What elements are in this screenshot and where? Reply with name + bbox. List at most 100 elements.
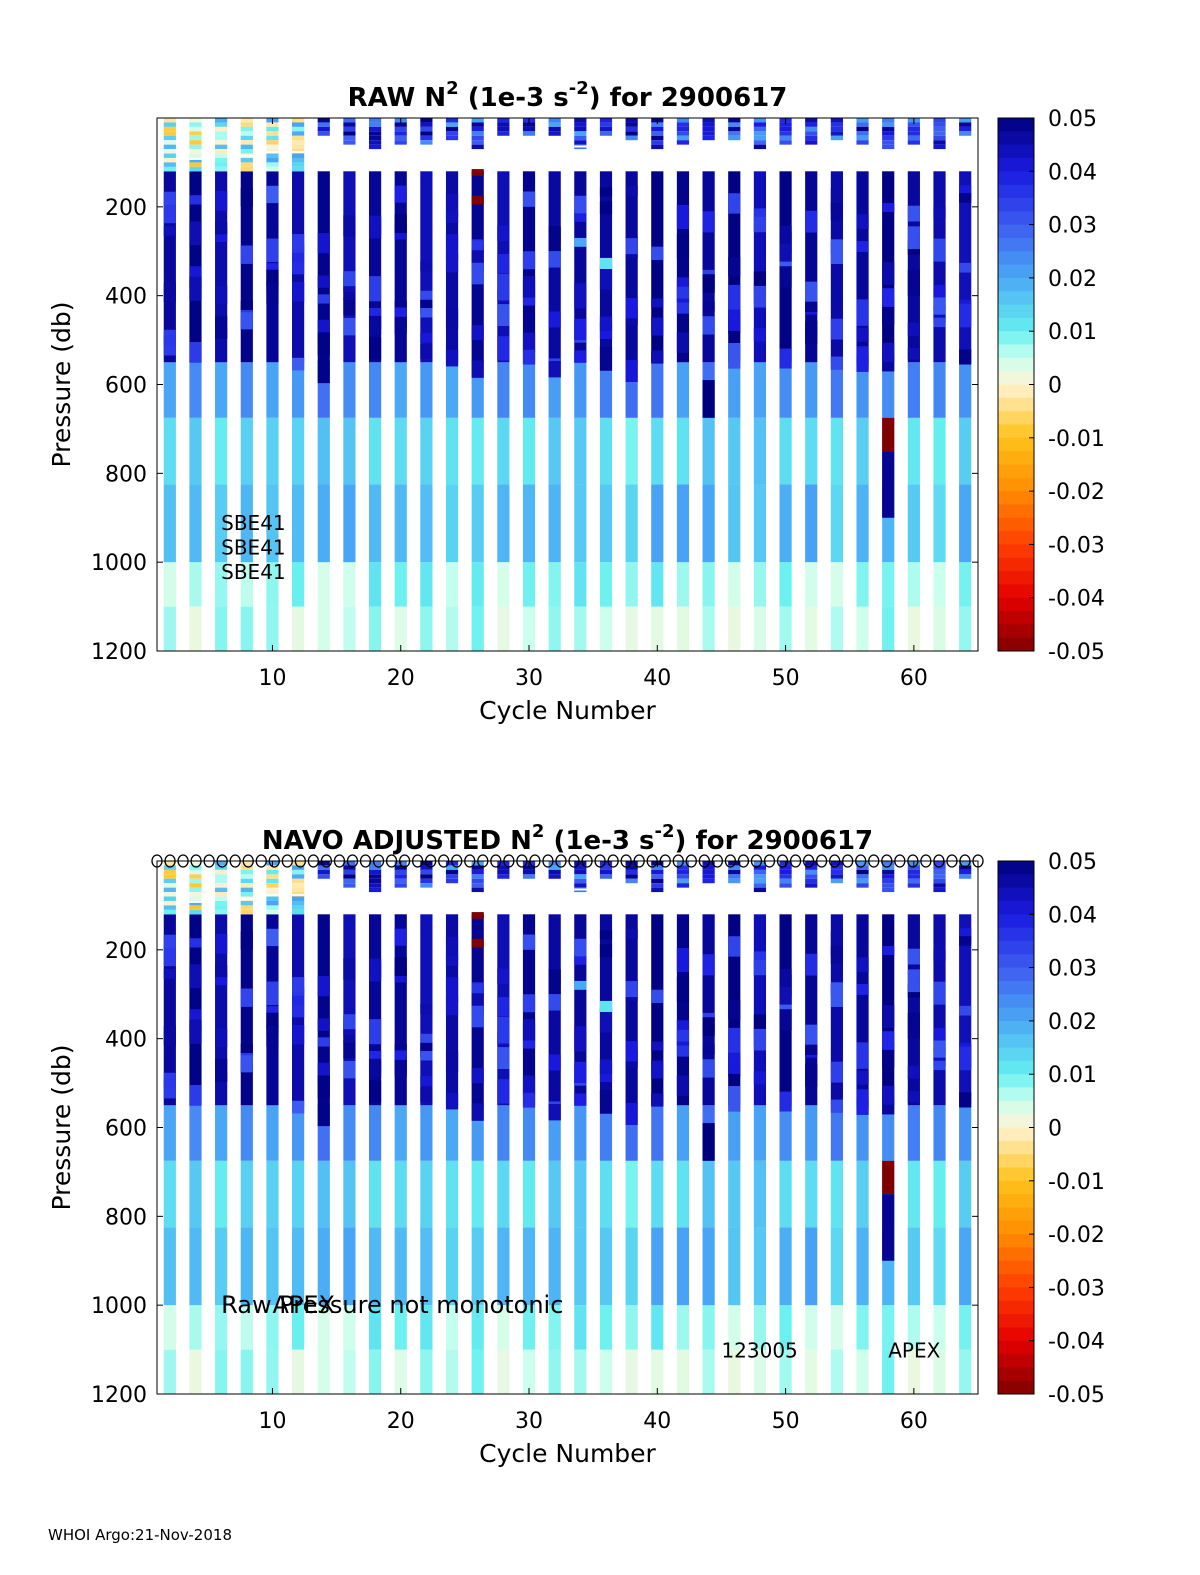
heatmap-cell (497, 968, 510, 985)
heatmap-cell (959, 349, 972, 365)
heatmap-cell (445, 131, 459, 136)
profile-column (394, 861, 407, 1394)
heatmap-cell (933, 1305, 946, 1350)
heatmap-cell (420, 874, 433, 879)
heatmap-cell (240, 905, 253, 910)
heatmap-cell (317, 131, 330, 136)
heatmap-cell (215, 896, 228, 901)
heatmap-cell (215, 131, 228, 136)
profile-marker (164, 854, 176, 868)
heatmap-cell (497, 874, 510, 879)
heatmap-cell (522, 191, 536, 207)
profile-column (753, 118, 767, 651)
heatmap-cell (497, 1227, 510, 1306)
heatmap-cell (651, 171, 664, 363)
heatmap-cell (753, 861, 767, 866)
heatmap-cell (266, 484, 279, 563)
heatmap-cell (420, 260, 433, 272)
heatmap-cell (420, 344, 433, 359)
x-axis-label: Cycle Number (479, 696, 656, 725)
profile-column (676, 118, 690, 651)
heatmap-cell (753, 1160, 767, 1228)
heatmap-cell (959, 1005, 972, 1016)
heatmap-cell (651, 878, 664, 884)
heatmap-cell (959, 118, 972, 123)
heatmap-gap (625, 156, 638, 159)
heatmap-cell (651, 140, 664, 145)
heatmap-cell (420, 865, 433, 870)
profile-column (702, 118, 715, 651)
profile-marker (320, 854, 333, 868)
heatmap-cell (651, 989, 664, 1004)
heatmap-cell (522, 994, 536, 1013)
annotation: SBE41 (221, 536, 286, 560)
heatmap-cell (882, 288, 895, 307)
heatmap-cell (548, 131, 561, 136)
colorbar-swatch (998, 464, 1034, 479)
heatmap-cell (522, 417, 536, 485)
heatmap-cell (805, 1349, 818, 1394)
heatmap-cell (574, 1349, 587, 1394)
colorbar-swatch (998, 1287, 1034, 1302)
profile-marker (372, 854, 385, 868)
colorbar-swatch (998, 1380, 1034, 1395)
heatmap-cell (702, 878, 715, 884)
heatmap-cell (497, 865, 510, 870)
heatmap-cell (420, 1087, 433, 1102)
heatmap-cell (215, 1305, 228, 1350)
heatmap-cell (805, 126, 818, 132)
heatmap-cell (394, 1227, 407, 1306)
heatmap-cell (394, 957, 407, 976)
heatmap-cell (445, 118, 459, 123)
heatmap-cell (471, 325, 484, 341)
heatmap-cell (394, 878, 407, 884)
heatmap-cell (292, 1305, 305, 1350)
heatmap-cell (779, 135, 792, 141)
heatmap-cell (907, 562, 920, 607)
heatmap-cell (907, 606, 920, 651)
profile-column (830, 861, 843, 1394)
heatmap-cell (907, 1349, 920, 1394)
heatmap-cell (728, 1305, 741, 1350)
heatmap-cell (240, 131, 253, 136)
heatmap-cell (702, 606, 715, 651)
heatmap-cell (420, 1227, 433, 1306)
heatmap-cell (702, 562, 715, 607)
heatmap-cell (933, 135, 946, 141)
heatmap-cell (933, 122, 946, 127)
heatmap-cell (933, 861, 946, 866)
heatmap-cell (753, 144, 767, 150)
heatmap-cell (266, 1305, 279, 1350)
heatmap-cell (240, 909, 253, 915)
heatmap-cell (394, 865, 407, 870)
heatmap-cell (471, 912, 484, 919)
heatmap-cell (805, 1063, 818, 1088)
heatmap-cell (702, 122, 715, 127)
heatmap-gap (907, 149, 920, 152)
colorbar-swatch (998, 544, 1034, 559)
heatmap-cell (856, 1089, 869, 1115)
heatmap-cell (266, 883, 279, 888)
heatmap-cell (420, 1305, 433, 1350)
heatmap-cell (574, 865, 587, 870)
x-tick-label: 60 (900, 666, 928, 691)
heatmap-cell (240, 144, 253, 150)
heatmap-cell (779, 122, 792, 127)
heatmap-gap (189, 157, 202, 160)
heatmap-cell (471, 169, 484, 176)
heatmap-cell (805, 210, 818, 233)
heatmap-cell (368, 1105, 382, 1161)
heatmap-cell (292, 606, 305, 651)
heatmap-cell (959, 1105, 972, 1161)
colorbar-swatch (998, 477, 1034, 492)
heatmap-cell (651, 1041, 664, 1051)
profile-column (317, 861, 330, 1394)
heatmap-cell (163, 878, 176, 884)
annotation: Raw Pressure not monotonic (221, 1291, 563, 1319)
heatmap-cell (728, 362, 741, 418)
heatmap-cell (215, 1028, 228, 1048)
heatmap-cell (266, 166, 279, 172)
profile-column (856, 861, 869, 1394)
heatmap-cell (163, 157, 176, 163)
colorbar-swatch (998, 887, 1034, 902)
